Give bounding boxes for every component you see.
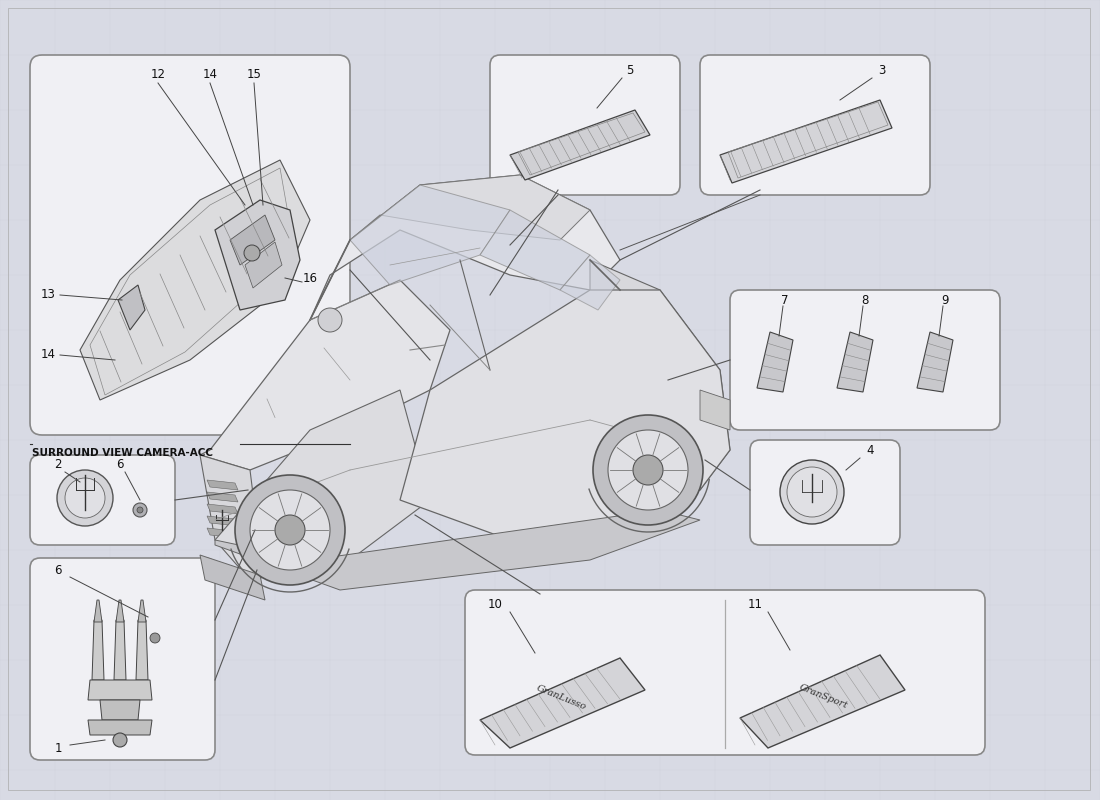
Text: 6: 6	[54, 563, 62, 577]
Text: GranSport: GranSport	[798, 683, 849, 711]
Polygon shape	[214, 510, 700, 590]
Circle shape	[133, 503, 147, 517]
Circle shape	[138, 507, 143, 513]
Polygon shape	[92, 620, 104, 680]
Circle shape	[318, 308, 342, 332]
Polygon shape	[757, 332, 793, 392]
Polygon shape	[207, 480, 238, 490]
Text: 3: 3	[878, 63, 886, 77]
FancyBboxPatch shape	[30, 55, 350, 435]
Circle shape	[593, 415, 703, 525]
Polygon shape	[88, 720, 152, 735]
Polygon shape	[116, 600, 124, 622]
Polygon shape	[917, 332, 953, 392]
Polygon shape	[138, 600, 146, 622]
Polygon shape	[700, 390, 730, 430]
Circle shape	[275, 515, 305, 545]
Text: GranLusso: GranLusso	[535, 684, 587, 712]
FancyBboxPatch shape	[465, 590, 984, 755]
Polygon shape	[350, 185, 510, 285]
Polygon shape	[740, 655, 905, 748]
Polygon shape	[100, 700, 140, 720]
Polygon shape	[350, 175, 590, 240]
Text: 7: 7	[781, 294, 789, 306]
Polygon shape	[590, 260, 730, 490]
Polygon shape	[200, 455, 260, 550]
Polygon shape	[230, 215, 275, 265]
FancyBboxPatch shape	[30, 558, 214, 760]
Circle shape	[780, 460, 844, 524]
Circle shape	[65, 478, 104, 518]
FancyBboxPatch shape	[730, 290, 1000, 430]
Text: 13: 13	[41, 289, 55, 302]
Text: 15: 15	[246, 69, 262, 82]
Text: 10: 10	[487, 598, 503, 611]
Polygon shape	[400, 290, 730, 550]
Circle shape	[632, 455, 663, 485]
Text: 6: 6	[117, 458, 123, 471]
Polygon shape	[480, 210, 590, 290]
Circle shape	[57, 470, 113, 526]
Polygon shape	[88, 680, 152, 700]
Polygon shape	[837, 332, 873, 392]
Circle shape	[244, 245, 260, 261]
Circle shape	[250, 490, 330, 570]
Text: 16: 16	[302, 271, 318, 285]
FancyBboxPatch shape	[30, 455, 175, 545]
Polygon shape	[310, 175, 620, 320]
Polygon shape	[480, 658, 645, 748]
Polygon shape	[114, 620, 126, 680]
Polygon shape	[118, 285, 145, 330]
Polygon shape	[207, 516, 238, 526]
Polygon shape	[200, 555, 265, 600]
FancyBboxPatch shape	[490, 55, 680, 195]
Polygon shape	[207, 492, 238, 502]
Polygon shape	[136, 620, 149, 680]
Circle shape	[786, 467, 837, 517]
Polygon shape	[207, 528, 238, 538]
Polygon shape	[560, 255, 620, 310]
Text: 9: 9	[942, 294, 948, 306]
Circle shape	[235, 475, 345, 585]
Polygon shape	[214, 390, 430, 580]
Circle shape	[608, 430, 688, 510]
Polygon shape	[720, 100, 892, 183]
Text: 4: 4	[867, 443, 873, 457]
Circle shape	[150, 633, 160, 643]
FancyBboxPatch shape	[700, 55, 930, 195]
Polygon shape	[214, 200, 300, 310]
Text: 5: 5	[626, 63, 634, 77]
Text: 12: 12	[151, 69, 165, 82]
Polygon shape	[207, 504, 238, 514]
Text: 14: 14	[41, 349, 55, 362]
Polygon shape	[80, 160, 310, 400]
Polygon shape	[94, 600, 102, 622]
Text: 8: 8	[861, 294, 869, 306]
Polygon shape	[200, 280, 450, 470]
Text: 2: 2	[54, 458, 62, 471]
Polygon shape	[245, 242, 282, 288]
Text: 1: 1	[54, 742, 62, 754]
Circle shape	[113, 733, 127, 747]
Text: SURROUND VIEW CAMERA-ACC: SURROUND VIEW CAMERA-ACC	[32, 448, 213, 458]
Polygon shape	[510, 110, 650, 180]
FancyBboxPatch shape	[750, 440, 900, 545]
Text: 11: 11	[748, 598, 762, 611]
Text: 14: 14	[202, 69, 218, 82]
